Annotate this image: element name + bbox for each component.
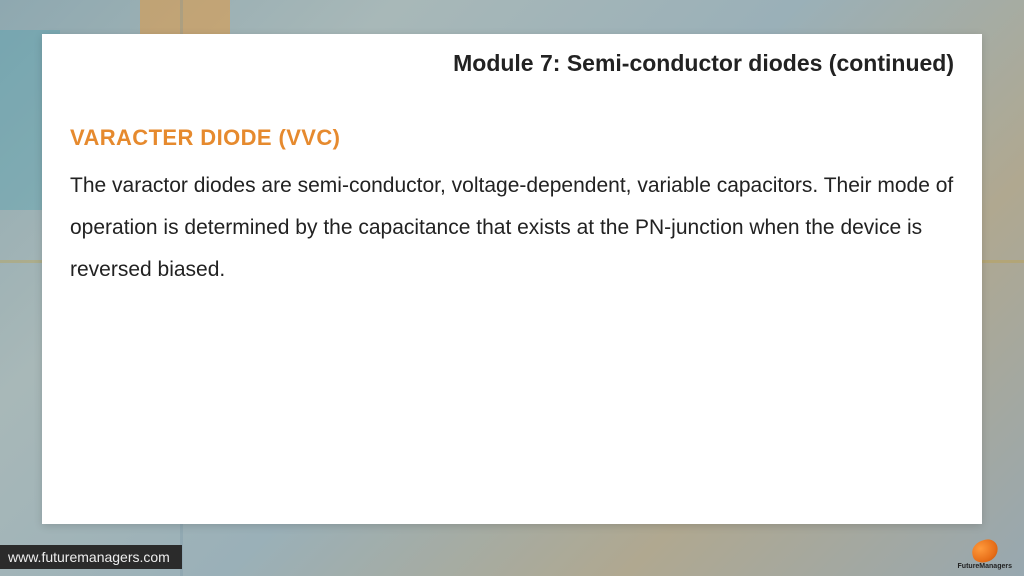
section-heading: VARACTER DIODE (VVC) <box>70 125 954 151</box>
content-card: Module 7: Semi-conductor diodes (continu… <box>42 34 982 524</box>
brand-logo-label: FutureManagers <box>958 563 1012 570</box>
body-paragraph: The varactor diodes are semi-conductor, … <box>70 165 954 291</box>
footer-url: www.futuremanagers.com <box>0 545 182 569</box>
module-title: Module 7: Semi-conductor diodes (continu… <box>70 50 954 77</box>
flame-icon <box>970 538 1000 565</box>
slide-background: Module 7: Semi-conductor diodes (continu… <box>0 0 1024 576</box>
brand-logo: FutureManagers <box>958 540 1012 570</box>
